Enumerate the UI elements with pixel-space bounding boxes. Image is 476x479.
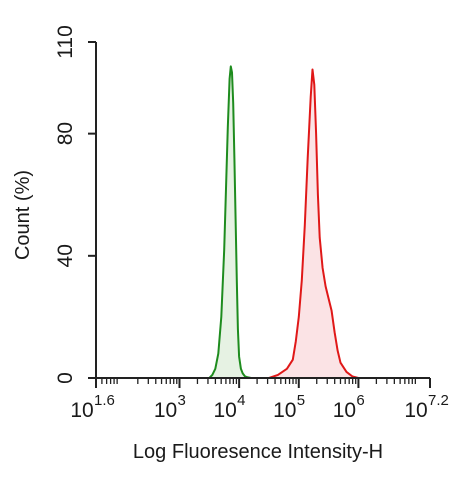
- histogram-fill-1: [209, 66, 252, 379]
- chart-axes: [95, 42, 430, 379]
- histogram-line-2: [268, 68, 359, 379]
- y-tick-label: 80: [54, 122, 77, 145]
- x-tick-label: 10: [154, 399, 177, 422]
- y-axis-title: Count (%): [12, 170, 34, 260]
- y-tick-label: 0: [54, 372, 77, 384]
- x-tick-exponent: 5: [297, 392, 305, 409]
- x-tick-exponent: 6: [356, 392, 364, 409]
- y-tick-label: 40: [54, 244, 77, 267]
- histogram-fill-2: [269, 69, 359, 378]
- x-tick-exponent: 3: [178, 392, 186, 409]
- x-tick-label: 10: [70, 399, 93, 422]
- y-axis-ticks: 0 40 80 110: [54, 25, 96, 384]
- y-tick-label: 110: [54, 25, 77, 58]
- x-tick-exponent: 4: [237, 392, 245, 409]
- x-tick-label: 10: [273, 399, 296, 422]
- x-tick-exponent: 1.6: [94, 392, 115, 409]
- x-tick-exponent: 7.2: [428, 392, 449, 409]
- x-axis-ticks: 10 1.6 10 3 10 4 10 5 10 6 10 7.2: [70, 378, 449, 422]
- histogram-curves: [208, 65, 359, 379]
- x-tick-label: 10: [404, 399, 427, 422]
- x-tick-label: 10: [333, 399, 356, 422]
- x-axis-title: Log Fluoresence Intensity-H: [133, 441, 383, 463]
- histogram-line-1: [208, 65, 252, 379]
- x-tick-label: 10: [213, 399, 236, 422]
